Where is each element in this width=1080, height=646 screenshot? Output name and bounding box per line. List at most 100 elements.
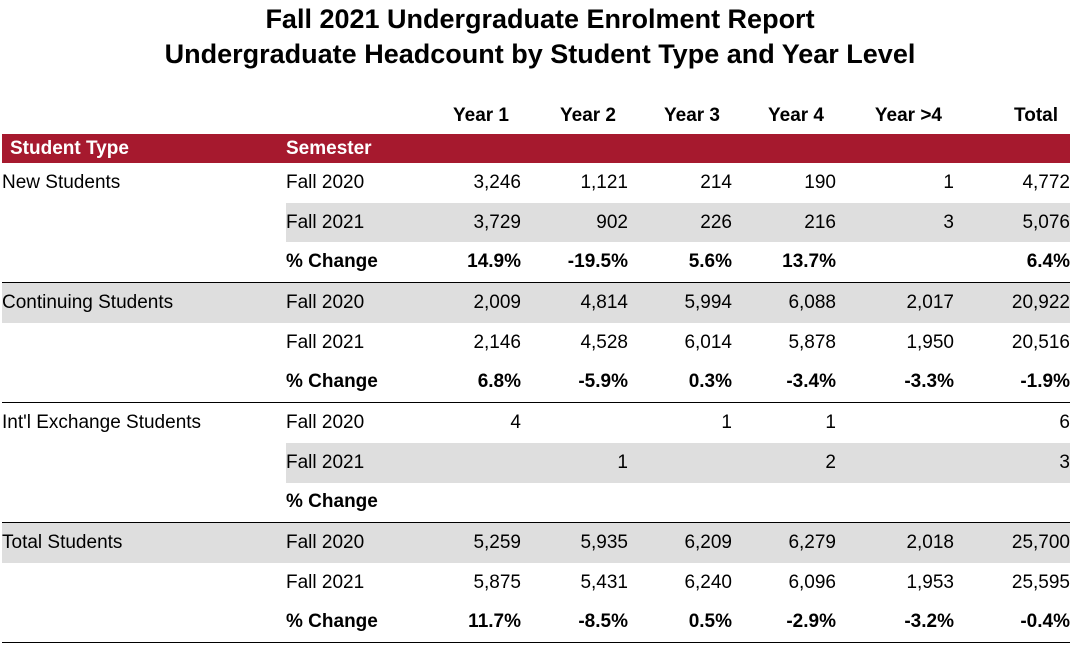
year2-cell: 4,814 <box>521 282 628 323</box>
report-title: Fall 2021 Undergraduate Enrolment Report <box>265 4 815 34</box>
year-header-row: Year 1 Year 2 Year 3 Year 4 Year >4 Tota… <box>2 98 1070 134</box>
section-header-band: Student Type Semester <box>2 134 1070 163</box>
semester-cell: Fall 2021 <box>286 202 421 243</box>
year2-cell: -5.9% <box>521 362 628 404</box>
header-band-cell <box>628 134 732 163</box>
year4-cell: 5,878 <box>788 331 836 353</box>
year2-cell <box>521 403 628 443</box>
column-header-semester: Semester <box>286 134 421 163</box>
total-cell: 25,595 <box>1011 571 1070 593</box>
year-gt4-cell: -3.3% <box>836 362 954 404</box>
header-blank-cell <box>286 98 421 134</box>
student-type-blank <box>2 323 286 363</box>
year-gt4-cell <box>836 482 954 524</box>
year4-cell: 13.7% <box>732 242 836 284</box>
year4-cell: 6,279 <box>732 522 836 563</box>
year3-cell: 6,209 <box>628 522 732 563</box>
student-type-label: Total Students <box>2 522 286 563</box>
total-cell: 6.4% <box>954 242 1070 284</box>
student-type-blank <box>2 242 286 284</box>
student-type-label: Int'l Exchange Students <box>2 411 202 433</box>
column-header-total: Total <box>1014 105 1058 126</box>
table-row: New Students Fall 2020 3,246 1,121 214 1… <box>2 163 1070 203</box>
header-band-cell <box>421 134 521 163</box>
table-row-percent-change: % Change <box>2 482 1070 524</box>
year4-cell: -3.4% <box>732 362 836 404</box>
student-type-blank <box>2 203 286 243</box>
year1-cell: 4 <box>510 411 521 433</box>
semester-cell: % Change <box>286 242 421 284</box>
total-cell: 25,700 <box>954 522 1070 563</box>
year3-cell: 1 <box>721 411 732 433</box>
year2-cell: 902 <box>521 202 628 243</box>
year2-cell: 1,121 <box>580 171 628 193</box>
year4-cell: 6,088 <box>732 282 836 323</box>
year4-cell: 6,096 <box>788 571 836 593</box>
total-cell: 4,772 <box>1022 171 1070 193</box>
table-row-percent-change: % Change 6.8% -5.9% 0.3% -3.4% -3.3% -1.… <box>2 362 1070 404</box>
year1-cell: 11.7% <box>421 602 521 644</box>
semester-cell: % Change <box>286 602 421 644</box>
year1-cell <box>421 482 521 524</box>
column-header-year-gt4: Year >4 <box>874 105 942 126</box>
total-cell: 20,922 <box>954 282 1070 323</box>
year1-cell: 3,246 <box>473 171 521 193</box>
year-gt4-cell: 3 <box>836 202 954 243</box>
student-type-blank <box>2 443 286 483</box>
year4-cell: 1 <box>825 411 836 433</box>
header-blank-cell <box>2 98 286 134</box>
year-gt4-cell <box>836 242 954 284</box>
table-row: Fall 2021 5,875 5,431 6,240 6,096 1,953 … <box>2 563 1070 603</box>
year3-cell: 214 <box>700 171 732 193</box>
semester-cell: Fall 2021 <box>286 331 365 353</box>
year3-cell: 0.5% <box>628 602 732 644</box>
year-gt4-cell: 2,018 <box>836 522 954 563</box>
header-band-cell <box>521 134 628 163</box>
year3-cell <box>628 442 732 483</box>
student-type-blank <box>2 602 286 644</box>
year1-cell: 6.8% <box>421 362 521 404</box>
column-header-year4: Year 4 <box>768 105 824 126</box>
enrolment-table: Year 1 Year 2 Year 3 Year 4 Year >4 Tota… <box>2 98 1070 644</box>
year1-cell: 5,875 <box>473 571 521 593</box>
year-gt4-cell: 1 <box>943 171 954 193</box>
year1-cell: 5,259 <box>421 522 521 563</box>
table-row: Int'l Exchange Students Fall 2020 4 1 1 … <box>2 403 1070 443</box>
year4-cell: -2.9% <box>732 602 836 644</box>
student-type-label: Continuing Students <box>2 282 286 323</box>
total-cell: -0.4% <box>954 602 1070 644</box>
year1-cell: 3,729 <box>421 202 521 243</box>
column-header-student-type: Student Type <box>2 134 286 163</box>
table-row: Fall 2021 3,729 902 226 216 3 5,076 <box>2 202 1070 243</box>
table-row: Total Students Fall 2020 5,259 5,935 6,2… <box>2 522 1070 563</box>
year-gt4-cell <box>836 403 954 443</box>
total-cell: -1.9% <box>954 362 1070 404</box>
year3-cell: 5,994 <box>628 282 732 323</box>
year1-cell <box>421 442 521 483</box>
semester-cell: Fall 2020 <box>286 171 365 193</box>
column-header-year1: Year 1 <box>453 105 509 126</box>
table-row: Continuing Students Fall 2020 2,009 4,81… <box>2 282 1070 323</box>
student-type-blank <box>2 362 286 404</box>
semester-cell: Fall 2020 <box>286 411 365 433</box>
header-band-cell <box>836 134 954 163</box>
year-gt4-cell: -3.2% <box>836 602 954 644</box>
semester-cell: Fall 2020 <box>286 282 421 323</box>
year4-cell: 216 <box>732 202 836 243</box>
year1-cell: 2,146 <box>473 331 521 353</box>
year-gt4-cell: 1,953 <box>906 571 954 593</box>
year1-cell: 14.9% <box>421 242 521 284</box>
year4-cell: 2 <box>732 442 836 483</box>
year-gt4-cell: 1,950 <box>906 331 954 353</box>
year2-cell: 5,935 <box>521 522 628 563</box>
semester-cell: Fall 2020 <box>286 522 421 563</box>
year2-cell: 5,431 <box>580 571 628 593</box>
total-cell: 20,516 <box>1011 331 1070 353</box>
student-type-blank <box>2 563 286 603</box>
semester-cell: % Change <box>286 482 421 524</box>
year4-cell <box>732 482 836 524</box>
year1-cell: 2,009 <box>421 282 521 323</box>
table-row-percent-change: % Change 14.9% -19.5% 5.6% 13.7% 6.4% <box>2 242 1070 284</box>
table-row-percent-change: % Change 11.7% -8.5% 0.5% -2.9% -3.2% -0… <box>2 602 1070 644</box>
semester-cell: % Change <box>286 362 421 404</box>
